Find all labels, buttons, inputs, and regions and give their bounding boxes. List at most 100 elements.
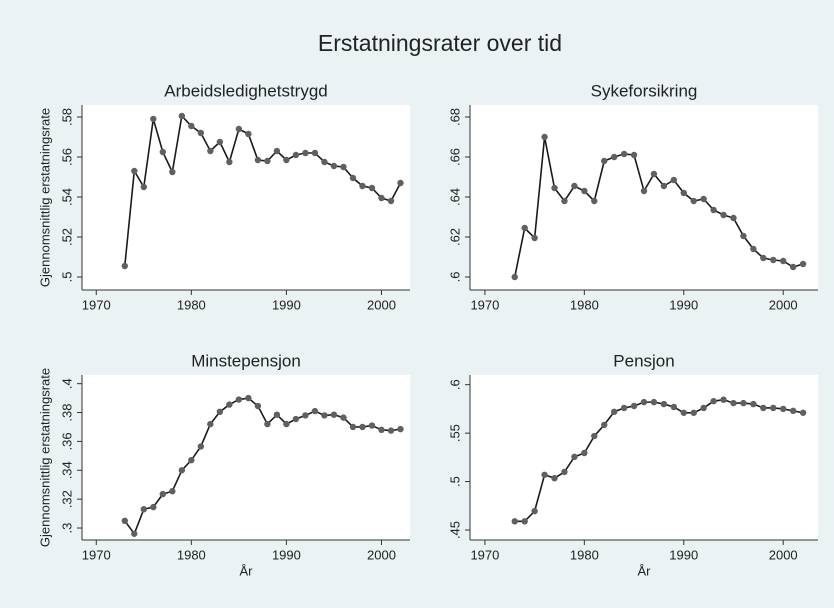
- point: [789, 263, 797, 271]
- point: [670, 403, 678, 411]
- point: [254, 402, 262, 410]
- point: [511, 518, 518, 525]
- point: [131, 167, 138, 175]
- point: [700, 404, 707, 412]
- point: [531, 507, 538, 515]
- x-tick-label: 1980: [570, 297, 599, 312]
- point: [581, 449, 588, 457]
- point: [140, 506, 147, 513]
- point: [571, 453, 578, 461]
- point: [680, 409, 687, 416]
- x-tick-label: 1990: [669, 547, 698, 562]
- point: [601, 421, 608, 429]
- y-tick-label: .52: [59, 228, 74, 246]
- x-tick-label: 2000: [769, 547, 798, 562]
- point: [226, 158, 233, 166]
- x-tick-label: 2000: [367, 547, 396, 562]
- chart-title: Erstatningsrater over tid: [318, 30, 562, 56]
- panel-title: Sykeforsikring: [591, 81, 698, 100]
- point: [710, 397, 717, 405]
- y-tick-label: .32: [59, 490, 74, 508]
- point: [178, 467, 186, 474]
- point: [591, 197, 598, 205]
- point: [140, 183, 147, 191]
- point: [541, 133, 548, 141]
- x-tick-label: 1970: [470, 297, 499, 312]
- point: [226, 401, 233, 408]
- point: [690, 197, 697, 205]
- point: [730, 399, 737, 407]
- plot-area: [82, 375, 410, 540]
- point: [378, 426, 385, 434]
- point: [216, 408, 224, 416]
- x-tick-label: 1980: [177, 547, 206, 562]
- y-axis-label: Gjennomsnittlig erstatningsrate: [37, 108, 52, 287]
- point: [207, 147, 214, 155]
- point: [551, 474, 558, 482]
- point: [591, 432, 598, 440]
- point: [292, 415, 300, 423]
- point: [245, 394, 252, 402]
- point: [720, 211, 727, 219]
- point: [235, 125, 243, 133]
- y-tick-label: .68: [447, 108, 462, 126]
- x-tick-label: 1980: [177, 297, 206, 312]
- y-tick-label: .6: [447, 272, 462, 283]
- y-tick-label: .36: [59, 432, 74, 450]
- plot-area: [470, 105, 818, 290]
- y-tick-label: .66: [447, 148, 462, 166]
- point: [169, 488, 176, 495]
- point: [710, 206, 717, 214]
- point: [397, 425, 404, 433]
- point: [521, 224, 528, 232]
- point: [760, 404, 767, 412]
- point: [531, 234, 538, 242]
- point: [541, 471, 548, 478]
- point: [610, 408, 618, 416]
- y-tick-label: .3: [59, 523, 74, 534]
- x-tick-label: 2000: [367, 297, 396, 312]
- point: [368, 422, 376, 429]
- point: [620, 150, 628, 158]
- point: [750, 245, 757, 253]
- point: [610, 153, 618, 161]
- point: [630, 402, 638, 410]
- point: [387, 197, 395, 205]
- point: [680, 189, 687, 197]
- y-axis-label: Gjennomsnittlig erstatningsrate: [37, 368, 52, 547]
- point: [188, 122, 195, 130]
- x-axis-label: År: [240, 563, 254, 578]
- point: [561, 197, 568, 205]
- point: [207, 420, 214, 428]
- x-tick-label: 1970: [470, 547, 499, 562]
- point: [700, 195, 707, 203]
- point: [571, 182, 578, 190]
- point: [660, 182, 668, 190]
- y-tick-label: .6: [447, 379, 462, 390]
- point: [235, 396, 243, 403]
- point: [601, 157, 608, 165]
- point: [397, 179, 404, 187]
- panel-title: Arbeidsledighetstrygd: [164, 81, 327, 100]
- point: [169, 168, 176, 176]
- x-tick-label: 1990: [669, 297, 698, 312]
- point: [511, 273, 518, 281]
- point: [197, 443, 205, 450]
- point: [780, 405, 787, 413]
- y-tick-label: .34: [59, 461, 74, 479]
- point: [150, 115, 157, 123]
- x-tick-label: 2000: [769, 297, 798, 312]
- point: [359, 182, 366, 190]
- point: [789, 407, 797, 415]
- point: [349, 174, 357, 182]
- point: [581, 187, 588, 195]
- y-tick-label: .38: [59, 403, 74, 421]
- point: [311, 149, 319, 157]
- point: [273, 147, 281, 155]
- point: [197, 129, 205, 137]
- point: [690, 409, 697, 416]
- point: [740, 399, 747, 407]
- point: [245, 130, 252, 138]
- point: [750, 400, 757, 408]
